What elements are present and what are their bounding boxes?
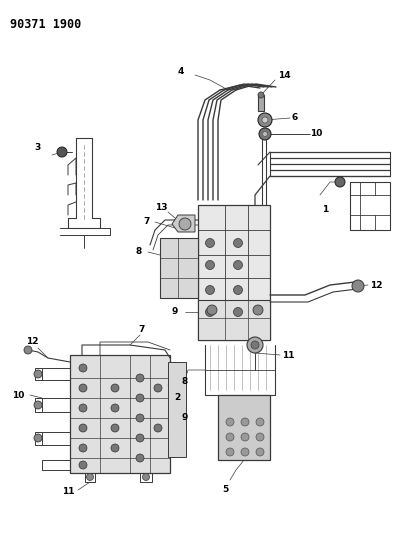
Circle shape xyxy=(154,424,162,432)
Circle shape xyxy=(86,473,94,481)
Text: 7: 7 xyxy=(143,217,149,227)
Circle shape xyxy=(111,424,119,432)
Text: 5: 5 xyxy=(222,486,228,495)
Circle shape xyxy=(154,384,162,392)
Circle shape xyxy=(226,448,234,456)
Circle shape xyxy=(234,238,242,247)
Circle shape xyxy=(259,128,271,140)
Circle shape xyxy=(136,374,144,382)
Circle shape xyxy=(79,461,87,469)
Circle shape xyxy=(241,448,249,456)
Circle shape xyxy=(136,434,144,442)
Circle shape xyxy=(24,346,32,354)
Circle shape xyxy=(205,308,215,317)
Text: 8: 8 xyxy=(182,377,188,386)
Circle shape xyxy=(205,238,215,247)
Circle shape xyxy=(226,433,234,441)
Polygon shape xyxy=(172,215,195,232)
Circle shape xyxy=(57,147,67,157)
Text: 10: 10 xyxy=(310,130,322,139)
Circle shape xyxy=(253,305,263,315)
Circle shape xyxy=(256,448,264,456)
Circle shape xyxy=(234,286,242,295)
Circle shape xyxy=(142,473,150,481)
Circle shape xyxy=(247,337,263,353)
Text: 8: 8 xyxy=(135,247,141,256)
Circle shape xyxy=(258,92,264,98)
Bar xyxy=(198,205,270,340)
Text: 13: 13 xyxy=(155,204,168,213)
Text: 12: 12 xyxy=(370,280,382,289)
Text: 10: 10 xyxy=(12,391,24,400)
Bar xyxy=(198,300,270,340)
Circle shape xyxy=(79,404,87,412)
Bar xyxy=(70,355,170,473)
Circle shape xyxy=(136,414,144,422)
Text: 7: 7 xyxy=(138,326,144,335)
Text: 9: 9 xyxy=(182,414,188,423)
Circle shape xyxy=(226,418,234,426)
Circle shape xyxy=(241,433,249,441)
Circle shape xyxy=(241,418,249,426)
Circle shape xyxy=(234,261,242,270)
Circle shape xyxy=(111,444,119,452)
Circle shape xyxy=(207,305,217,315)
Circle shape xyxy=(258,113,272,127)
Circle shape xyxy=(179,218,191,230)
Text: 12: 12 xyxy=(26,337,39,346)
Circle shape xyxy=(262,117,268,123)
Text: 2: 2 xyxy=(174,393,180,402)
Circle shape xyxy=(34,434,42,442)
Bar xyxy=(160,238,198,298)
Text: 90371 1900: 90371 1900 xyxy=(10,18,81,31)
Text: 11: 11 xyxy=(62,488,74,497)
Circle shape xyxy=(205,261,215,270)
Bar xyxy=(168,362,186,457)
Circle shape xyxy=(352,280,364,292)
Circle shape xyxy=(234,308,242,317)
Text: 11: 11 xyxy=(282,351,295,359)
Circle shape xyxy=(79,384,87,392)
Text: 3: 3 xyxy=(34,143,40,152)
Bar xyxy=(218,395,270,460)
Circle shape xyxy=(335,177,345,187)
Text: 6: 6 xyxy=(292,114,298,123)
Bar xyxy=(258,95,264,111)
Circle shape xyxy=(136,454,144,462)
Circle shape xyxy=(111,404,119,412)
Text: 1: 1 xyxy=(322,206,328,214)
Circle shape xyxy=(34,401,42,409)
Text: 4: 4 xyxy=(178,68,184,77)
Circle shape xyxy=(79,444,87,452)
Text: 14: 14 xyxy=(278,71,291,80)
Circle shape xyxy=(251,341,259,349)
Circle shape xyxy=(263,132,267,136)
Circle shape xyxy=(256,433,264,441)
Circle shape xyxy=(79,364,87,372)
Circle shape xyxy=(205,286,215,295)
Circle shape xyxy=(79,424,87,432)
Circle shape xyxy=(256,418,264,426)
Circle shape xyxy=(136,394,144,402)
Circle shape xyxy=(34,370,42,378)
Text: 9: 9 xyxy=(172,308,178,317)
Circle shape xyxy=(111,384,119,392)
